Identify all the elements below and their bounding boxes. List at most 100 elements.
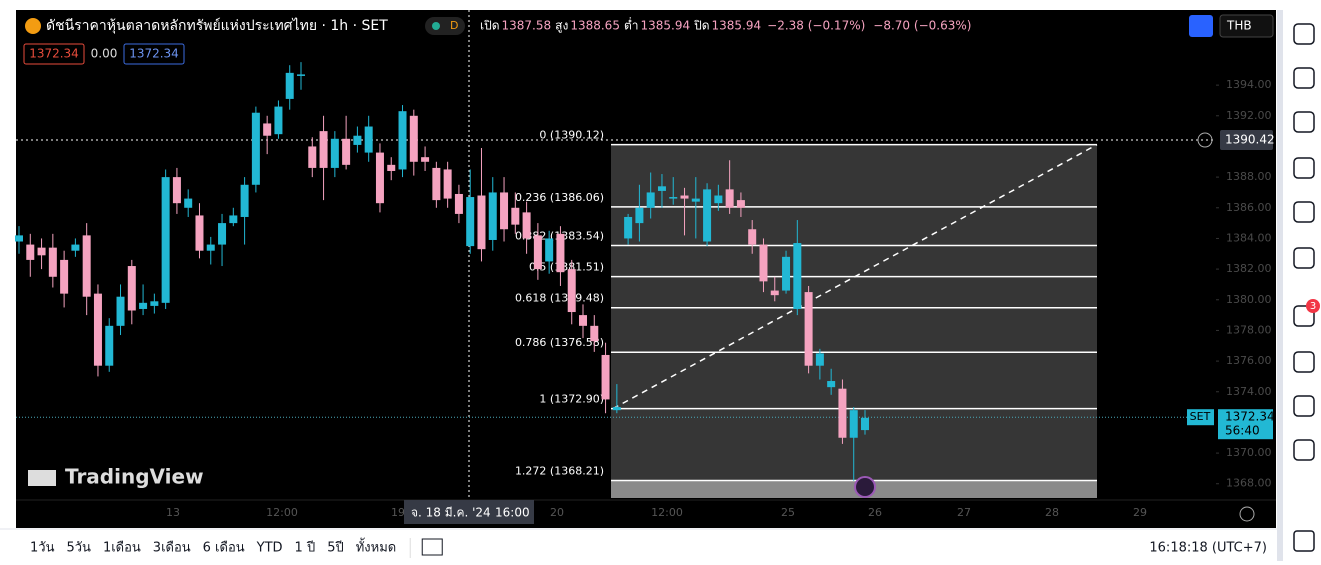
candle-body — [703, 189, 712, 242]
range-button[interactable]: 1 ปี — [295, 540, 316, 556]
market-dot — [432, 22, 440, 30]
candle-body — [545, 238, 554, 262]
ohlc-label: ต่ำ — [624, 17, 639, 33]
candle-body — [297, 74, 305, 76]
last-symbol-box — [1187, 409, 1214, 426]
candle-body — [827, 381, 836, 388]
crosshair-time: จ. 18 มี.ค. '24 — [411, 506, 491, 520]
last-price: 1372.34 — [1225, 410, 1275, 424]
candle-body — [93, 293, 102, 366]
sidebar-icon[interactable] — [1293, 23, 1315, 45]
candle-body — [48, 247, 57, 277]
range-button[interactable]: 3เดือน — [153, 540, 191, 556]
candle-body — [522, 212, 531, 239]
logo: TradingView — [65, 465, 204, 489]
candle-body — [251, 112, 260, 185]
notification-count: 3 — [1310, 301, 1316, 312]
sidebar-icon[interactable] — [1293, 201, 1315, 223]
settings[interactable] — [1239, 506, 1255, 522]
candle-body — [319, 131, 328, 168]
candle-body — [567, 269, 576, 313]
separator — [1277, 10, 1283, 561]
candle-body — [375, 152, 384, 204]
candle-body — [804, 292, 813, 366]
candle-body — [398, 111, 407, 170]
crosshair-price: 1390.42 — [1225, 133, 1275, 147]
candle-body — [206, 244, 215, 251]
candle-body — [172, 177, 181, 204]
crosshair-time-box — [404, 500, 534, 524]
bolt-icon — [854, 476, 876, 498]
candle-body — [635, 207, 644, 224]
candle-body — [240, 184, 249, 217]
candle-body — [815, 353, 824, 366]
notification-badge — [1306, 299, 1320, 313]
candle-body — [218, 223, 227, 245]
x-tick-label: 20 — [550, 506, 564, 519]
x-tick-label: 28 — [1045, 506, 1059, 519]
sidebar-icon[interactable] — [1293, 351, 1315, 373]
date-range-btn[interactable] — [421, 538, 443, 556]
ask: 1372.34 — [129, 47, 179, 61]
screenshot-btn[interactable] — [1189, 15, 1213, 37]
range-button[interactable]: 1วัน — [30, 541, 55, 556]
last-symbol: SET — [1190, 410, 1211, 423]
candle-body — [691, 198, 700, 202]
crosshair-time2: 16:00 — [495, 506, 530, 520]
candle-body — [533, 235, 542, 270]
range-button[interactable]: ทั้งหมด — [356, 538, 397, 556]
add-alert[interactable] — [1197, 132, 1213, 148]
range-button[interactable]: 1เดือน — [103, 540, 141, 556]
sidebar-icon[interactable] — [1293, 395, 1315, 417]
range-button[interactable]: 5ปี — [327, 540, 344, 556]
candle-body — [274, 106, 283, 135]
currency-btn[interactable] — [1219, 14, 1274, 38]
candle-body — [364, 126, 373, 153]
sidebar-icon[interactable] — [1293, 67, 1315, 89]
candle-body — [454, 193, 463, 214]
sidebar-icon[interactable] — [1293, 247, 1315, 269]
y-tick-label: 1394.00 — [1226, 78, 1272, 91]
crosshair-price-box — [1220, 130, 1273, 151]
fib-label: 1.272 (1368.21) — [515, 465, 604, 478]
sidebar-icon[interactable] — [1293, 530, 1315, 552]
candle-body — [263, 123, 272, 136]
y-tick-label: 1374.00 — [1226, 385, 1272, 398]
candle-body — [782, 256, 791, 291]
last-price-box — [1218, 409, 1273, 440]
y-tick-label: 1384.00 — [1226, 231, 1272, 244]
candle-body — [500, 192, 509, 230]
candle-body — [184, 198, 193, 208]
candle-body — [736, 200, 745, 208]
range-button[interactable]: 5วัน — [66, 541, 91, 556]
sidebar-icon[interactable] — [1293, 305, 1315, 327]
x-tick-label: 27 — [957, 506, 971, 519]
sidebar-icon[interactable] — [1293, 157, 1315, 179]
sidebar-icon[interactable] — [1293, 439, 1315, 461]
x-tick-label: 26 — [868, 506, 882, 519]
ohlc-label: สูง — [555, 19, 568, 34]
sidebar-icon[interactable] — [1293, 111, 1315, 133]
ohlc-value: 1388.65 — [570, 19, 620, 33]
fib-label: 0.236 (1386.06) — [515, 191, 604, 204]
candle-body — [342, 138, 351, 165]
candle-body — [680, 195, 689, 199]
candle-body — [105, 325, 114, 366]
change: −2.38 (−0.17%) — [767, 19, 865, 33]
y-tick-label: 1368.00 — [1226, 477, 1272, 490]
candle-body — [150, 301, 159, 306]
candle-body — [579, 315, 587, 326]
candle-body — [511, 207, 520, 225]
currency: THB — [1226, 19, 1252, 33]
candle-body — [748, 229, 757, 245]
candle-body — [624, 216, 633, 239]
candle-body — [409, 115, 418, 162]
change2: −8.70 (−0.63%) — [873, 19, 971, 33]
fib-label: 0.618 (1379.48) — [515, 292, 604, 305]
y-tick-label: 1388.00 — [1226, 170, 1272, 183]
candle-body — [421, 157, 430, 162]
x-tick-label: 25 — [781, 506, 795, 519]
range-button[interactable]: YTD — [256, 541, 283, 556]
range-button[interactable]: 6 เดือน — [203, 540, 245, 556]
candle-body — [229, 215, 238, 224]
